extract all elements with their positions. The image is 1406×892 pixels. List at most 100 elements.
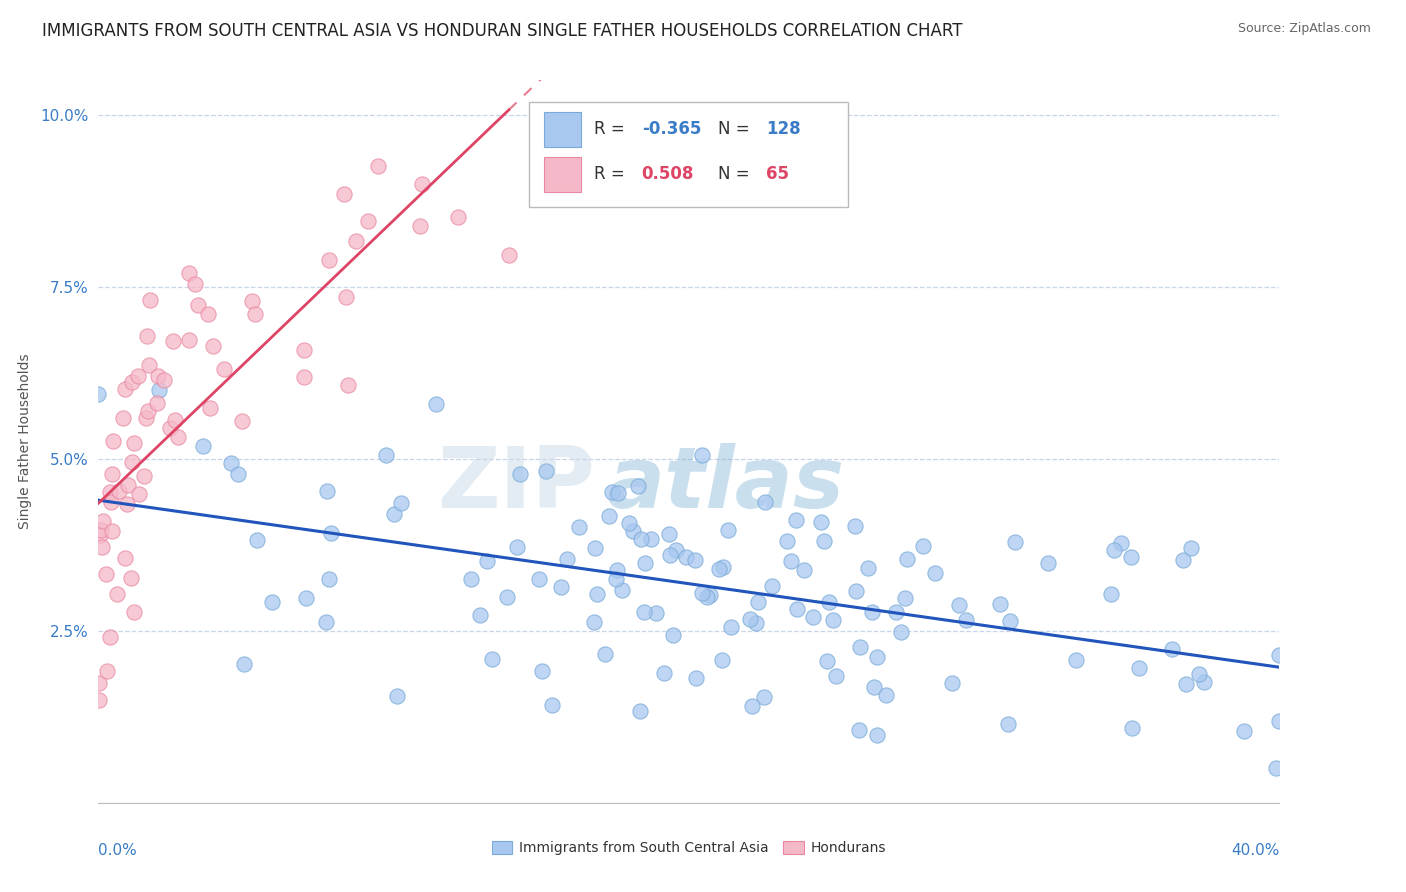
Point <box>335 289 357 303</box>
Point <box>357 214 380 228</box>
Point <box>447 210 470 224</box>
Point <box>100 484 122 499</box>
Point <box>245 533 267 548</box>
Point <box>496 591 519 605</box>
Point <box>634 557 657 571</box>
Point <box>1173 553 1195 567</box>
Point <box>100 495 122 509</box>
Point <box>191 439 214 453</box>
Point <box>911 539 934 553</box>
Point <box>375 449 398 463</box>
Point <box>818 595 841 609</box>
Point <box>849 640 872 655</box>
FancyBboxPatch shape <box>530 102 848 207</box>
Point <box>1064 653 1087 667</box>
Point <box>540 698 562 712</box>
Point <box>690 448 713 462</box>
Point <box>534 464 557 478</box>
Point <box>219 456 242 470</box>
Point <box>295 591 318 606</box>
Point <box>754 690 776 704</box>
Point <box>605 572 627 586</box>
Point <box>262 595 284 609</box>
Point <box>184 277 207 291</box>
Point <box>411 177 433 191</box>
Point <box>583 541 606 556</box>
Point <box>785 514 807 528</box>
Text: 0.508: 0.508 <box>641 165 695 183</box>
Text: Source: ZipAtlas.com: Source: ZipAtlas.com <box>1237 22 1371 36</box>
Point <box>690 586 713 600</box>
Point <box>245 307 267 321</box>
Point <box>845 584 868 599</box>
FancyBboxPatch shape <box>544 112 582 147</box>
Point <box>633 605 655 619</box>
Point <box>89 528 111 542</box>
Point <box>292 343 315 357</box>
Point <box>146 368 169 383</box>
Point <box>201 339 224 353</box>
Text: 128: 128 <box>766 120 800 138</box>
Point <box>468 608 491 623</box>
Point <box>127 368 149 383</box>
Point <box>786 602 808 616</box>
Point <box>177 333 200 347</box>
Point <box>1268 714 1291 728</box>
Text: -0.365: -0.365 <box>641 120 702 138</box>
Point <box>776 533 799 548</box>
Point <box>145 396 167 410</box>
Point <box>658 526 681 541</box>
Point <box>162 334 184 348</box>
Point <box>101 524 124 538</box>
Text: N =: N = <box>718 165 755 183</box>
Point <box>530 664 553 678</box>
Point <box>498 248 520 262</box>
Point <box>90 523 112 537</box>
Point <box>333 187 356 202</box>
Point <box>630 704 652 718</box>
Point <box>621 524 644 538</box>
Point <box>810 515 832 529</box>
Point <box>683 552 706 566</box>
Point <box>600 485 623 500</box>
Point <box>720 620 742 634</box>
Point <box>1000 615 1022 629</box>
Point <box>606 563 628 577</box>
Point <box>955 613 977 627</box>
Point <box>167 430 190 444</box>
Point <box>824 668 846 682</box>
Point <box>555 552 578 566</box>
Y-axis label: Single Father Households: Single Father Households <box>18 354 32 529</box>
Point <box>90 540 112 554</box>
Point <box>627 478 650 492</box>
Point <box>717 523 740 537</box>
Point <box>1192 675 1215 690</box>
Point <box>595 648 617 662</box>
Point <box>1104 542 1126 557</box>
Point <box>475 554 498 568</box>
Point <box>111 411 134 425</box>
Point <box>96 567 118 582</box>
Point <box>640 532 662 546</box>
Point <box>844 518 866 533</box>
Point <box>124 436 146 450</box>
Point <box>163 413 186 427</box>
Point <box>884 605 907 619</box>
Point <box>793 563 815 577</box>
Point <box>179 266 201 280</box>
Text: atlas: atlas <box>606 443 845 526</box>
Point <box>860 605 883 619</box>
Point <box>344 234 367 248</box>
Point <box>87 692 110 706</box>
Point <box>231 414 253 428</box>
Point <box>862 680 884 694</box>
Point <box>1004 534 1026 549</box>
Point <box>941 676 963 690</box>
Point <box>645 607 668 621</box>
Point <box>1099 587 1122 601</box>
Legend: Immigrants from South Central Asia, Hondurans: Immigrants from South Central Asia, Hond… <box>486 836 891 861</box>
Point <box>385 689 408 703</box>
Point <box>96 664 118 678</box>
Point <box>848 723 870 737</box>
Point <box>866 649 889 664</box>
